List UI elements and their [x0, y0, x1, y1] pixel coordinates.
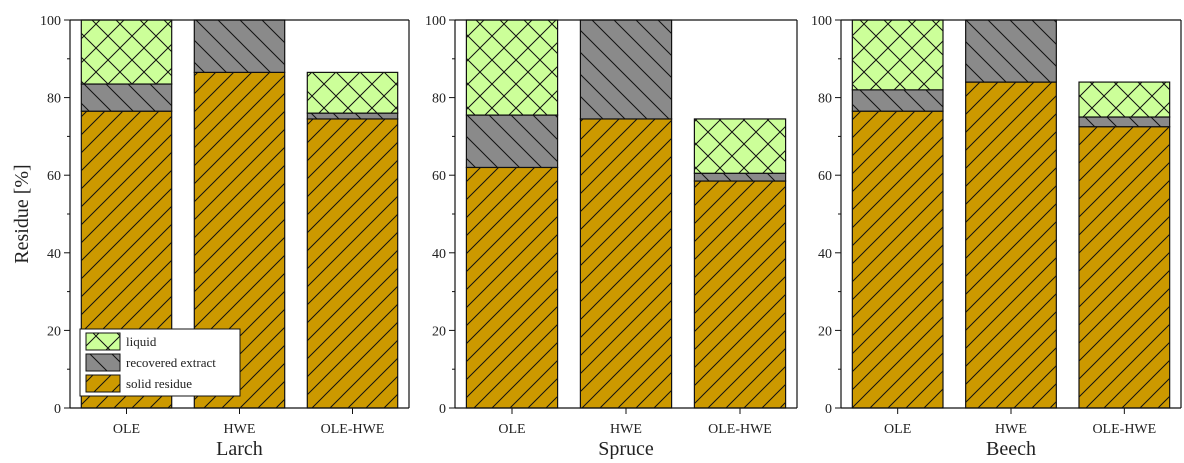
- legend-label-extract: recovered extract: [126, 355, 216, 370]
- x-tick-label: OLE-HWE: [321, 422, 385, 437]
- x-tick-label: OLE: [884, 422, 911, 437]
- y-tick-label: 60: [47, 169, 61, 184]
- bar-liquid-ole: [851, 19, 944, 91]
- bar-solid-ole-hwe: [306, 118, 399, 409]
- bar-solid-ole: [465, 166, 559, 409]
- chart-panel-spruce: OLE HWE OLE-HWE 0 20 40 60 80 100 Spruce: [425, 14, 798, 460]
- y-tick-label: 40: [432, 247, 446, 262]
- x-tick-label: OLE: [498, 422, 525, 437]
- bar-extract-ole: [465, 114, 559, 169]
- y-tick-label: 100: [425, 14, 446, 29]
- chart-panel-beech: OLE HWE OLE-HWE 0 20 40 60 80 100 Beech: [811, 14, 1182, 460]
- panel-label-larch: Larch: [216, 438, 263, 459]
- panel-label-beech: Beech: [986, 438, 1036, 459]
- bar-extract-ole: [851, 89, 944, 112]
- y-tick-label: 20: [47, 324, 61, 339]
- legend-label-solid: solid residue: [126, 376, 192, 391]
- x-tick-label: HWE: [995, 422, 1027, 437]
- bar-solid-ole-hwe: [693, 180, 787, 409]
- bar-liquid-ole: [465, 19, 559, 116]
- legend-swatch-extract: [85, 353, 121, 372]
- y-tick-label: 80: [818, 92, 832, 107]
- y-tick-label: 20: [432, 324, 446, 339]
- y-tick-label: 80: [432, 92, 446, 107]
- bar-solid-ole-hwe: [1078, 126, 1171, 409]
- x-tick-label: HWE: [610, 422, 642, 437]
- x-tick-label: OLE-HWE: [1092, 422, 1156, 437]
- legend: liquid recovered extract solid residue: [79, 328, 241, 397]
- bar-extract-ole-hwe: [693, 172, 787, 182]
- y-tick-label: 0: [825, 402, 832, 417]
- bar-liquid-ole-hwe: [306, 71, 399, 114]
- legend-swatch-solid: [85, 374, 121, 393]
- legend-label-liquid: liquid: [126, 334, 157, 349]
- bar-liquid-ole-hwe: [693, 118, 787, 174]
- bar-extract-ole-hwe: [306, 112, 399, 120]
- bar-liquid-ole: [80, 19, 173, 85]
- y-tick-label: 100: [40, 14, 61, 29]
- x-tick-label: HWE: [224, 422, 256, 437]
- bar-liquid-ole-hwe: [1078, 81, 1171, 118]
- bar-extract-hwe: [965, 19, 1057, 83]
- y-tick-label: 60: [818, 169, 832, 184]
- bar-solid-hwe: [579, 118, 673, 409]
- bar-extract-hwe: [579, 19, 673, 120]
- bar-solid-ole: [851, 110, 944, 409]
- x-tick-label: OLE-HWE: [708, 422, 772, 437]
- legend-swatch-liquid: [85, 332, 121, 351]
- bar-solid-hwe: [965, 81, 1057, 409]
- bar-extract-ole-hwe: [1078, 116, 1171, 128]
- y-tick-label: 40: [47, 247, 61, 262]
- bar-extract-ole: [80, 83, 173, 112]
- y-tick-label: 80: [47, 92, 61, 107]
- y-axis-label: Residue [%]: [11, 164, 33, 263]
- y-tick-label: 20: [818, 324, 832, 339]
- y-tick-label: 60: [432, 169, 446, 184]
- y-tick-label: 0: [54, 402, 61, 417]
- x-tick-label: OLE: [113, 422, 140, 437]
- bar-extract-hwe: [193, 19, 286, 73]
- y-tick-label: 40: [818, 247, 832, 262]
- y-tick-label: 0: [439, 402, 446, 417]
- y-tick-label: 100: [811, 14, 832, 29]
- panel-label-spruce: Spruce: [598, 438, 654, 459]
